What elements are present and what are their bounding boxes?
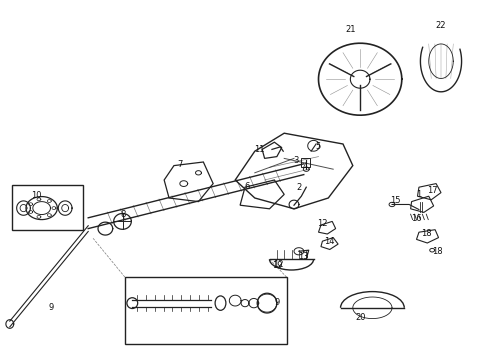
Text: 20: 20 [356,313,367,322]
Text: 21: 21 [345,25,356,34]
Text: 8: 8 [121,210,126,219]
Text: 19: 19 [272,261,283,270]
Text: 22: 22 [436,22,446,31]
Text: 5: 5 [315,143,320,152]
Text: 1: 1 [416,190,421,199]
Text: 13: 13 [298,252,309,261]
Text: 11: 11 [254,145,265,154]
Text: 9: 9 [274,298,279,307]
Text: 17: 17 [427,186,438,195]
Text: 12: 12 [273,260,284,269]
Text: 18: 18 [432,248,443,256]
Text: 6: 6 [245,182,250,191]
Bar [301,158,310,167]
Text: 4: 4 [302,162,307,171]
Text: 2: 2 [296,183,301,192]
Bar [125,277,287,344]
Text: 7: 7 [178,161,183,170]
Text: 10: 10 [31,191,42,199]
Bar [12,185,83,230]
Text: 3: 3 [294,156,298,165]
Text: 15: 15 [390,197,400,206]
Text: 9: 9 [49,303,54,312]
Text: 12: 12 [317,219,327,228]
Text: 18: 18 [421,229,432,238]
Text: 16: 16 [411,215,422,223]
Text: 14: 14 [324,238,335,247]
